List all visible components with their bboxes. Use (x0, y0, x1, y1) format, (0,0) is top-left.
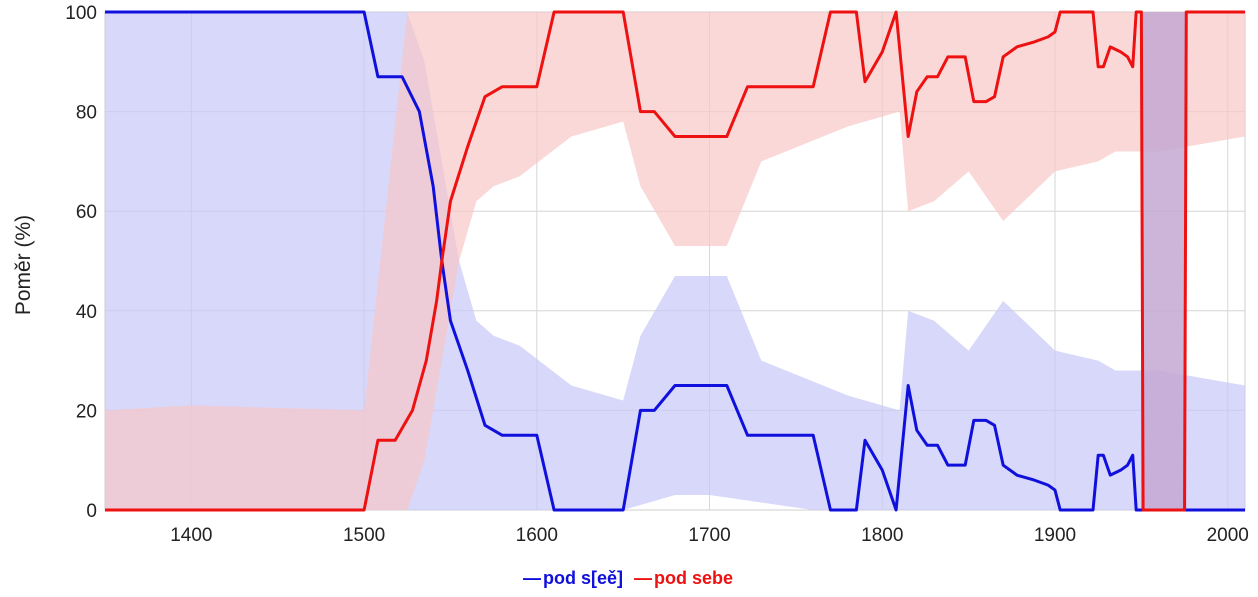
line-pod-sebe (105, 10, 1245, 512)
y-tick-20: 20 (76, 401, 97, 422)
legend-item-pod-sebe: — pod sebe (634, 568, 734, 588)
x-tick-1400: 1400 (170, 525, 212, 546)
x-tick-1800: 1800 (861, 525, 903, 546)
x-tick-1900: 1900 (1034, 525, 1076, 546)
legend-label-pod-se: pod s[eě] (542, 568, 623, 588)
x-tick-1500: 1500 (343, 525, 385, 546)
legend-label-pod-sebe: pod sebe (654, 568, 734, 588)
y-axis-ticks: 0 20 40 60 80 100 (65, 3, 97, 522)
highlight-region (1141, 12, 1187, 510)
y-tick-80: 80 (76, 103, 97, 124)
y-tick-60: 60 (76, 202, 97, 223)
x-tick-1600: 1600 (516, 525, 558, 546)
highlight-rect (1141, 12, 1187, 510)
x-axis-ticks: 1400 1500 1600 1700 1800 1900 2000 (170, 525, 1249, 546)
y-tick-40: 40 (76, 302, 97, 323)
y-tick-0: 0 (86, 501, 97, 522)
legend-item-pod-se: — pod s[eě] (522, 568, 623, 588)
y-axis-label: Poměr (%) (12, 215, 35, 315)
legend: — pod s[eě] — pod sebe (0, 568, 1258, 589)
x-tick-1700: 1700 (688, 525, 730, 546)
series-lines (105, 10, 1245, 512)
line-pod-s-e (105, 10, 1245, 512)
band-pod-sebe (105, 12, 1245, 510)
x-tick-2000: 2000 (1207, 525, 1249, 546)
confidence-bands (105, 12, 1245, 510)
y-tick-100: 100 (65, 3, 97, 24)
